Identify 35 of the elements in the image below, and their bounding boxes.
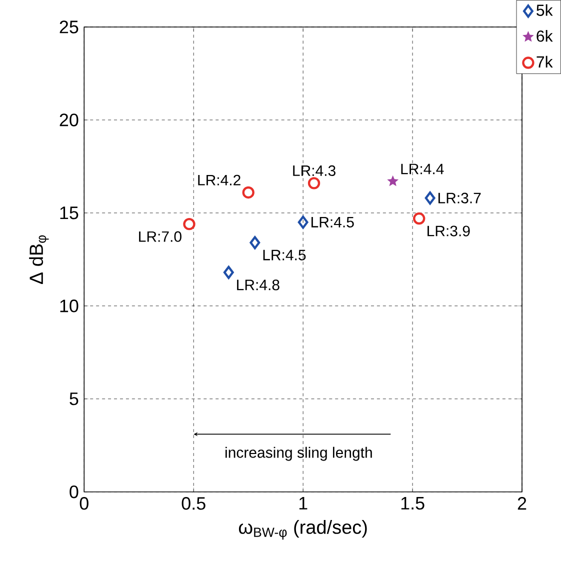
annotation: LR:3.9	[428, 226, 470, 236]
annotation: LR:4.3	[293, 165, 336, 176]
y-tick-label: 20	[60, 114, 78, 126]
x-tick-label: 0.5	[182, 497, 206, 510]
x-tick-label: 2	[518, 497, 526, 510]
point	[424, 192, 436, 205]
annotation: increasing sling length	[226, 446, 372, 461]
annotation: LR:4.5	[312, 217, 354, 228]
point	[298, 216, 308, 229]
y-tick-label: 0	[70, 486, 78, 498]
legend-label: 5k	[536, 4, 553, 16]
annotation: LR:4.4	[401, 164, 444, 174]
point	[183, 218, 196, 230]
x-tick-label: 1	[299, 497, 308, 510]
annotation: LR:4.2	[198, 174, 240, 186]
x-tick-label: 1.5	[401, 497, 424, 510]
y-tick-label: 5	[70, 392, 78, 406]
point	[223, 266, 234, 280]
x-tick-label: 0	[80, 497, 88, 510]
legend-label: 7k	[536, 56, 553, 68]
point	[413, 212, 426, 225]
point	[387, 175, 399, 186]
point	[242, 186, 254, 199]
x-axis-title: ω$_{BW-φ}$ (rad/sec)	[238, 520, 367, 540]
y-tick-label: 15	[60, 206, 78, 220]
y-tick-label: 10	[60, 300, 78, 312]
annotation: LR:4.5	[263, 250, 306, 260]
point	[250, 236, 260, 250]
point	[308, 177, 320, 190]
y-tick-label: 25	[60, 20, 78, 34]
y-axis-title: Δ dB$_{φ}$	[29, 235, 49, 284]
legend-label: 6k	[536, 30, 553, 42]
annotation: LR:4.8	[237, 280, 280, 290]
annotation: LR:3.7	[438, 192, 481, 204]
annotation: LR:7.0	[139, 231, 182, 242]
